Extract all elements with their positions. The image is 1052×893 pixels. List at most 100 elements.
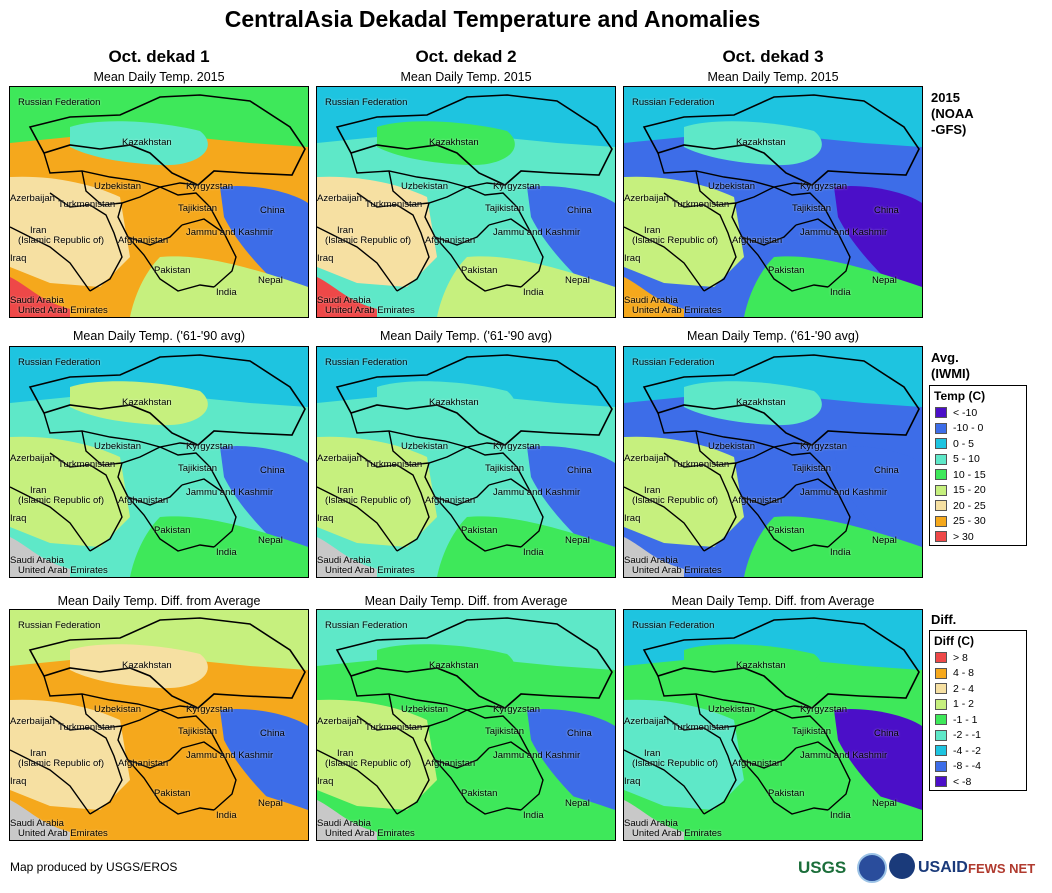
map-label: Azerbaijan <box>624 193 669 204</box>
map-label: Turkmenistan <box>672 459 730 470</box>
legend-item: 20 - 25 <box>930 498 1026 514</box>
legend-label: > 8 <box>953 651 968 664</box>
map-label: Kazakhstan <box>736 660 786 671</box>
map-label: United Arab Emirates <box>325 305 415 316</box>
map-label: Nepal <box>872 535 897 546</box>
map-label: (Islamic Republic of) <box>18 235 105 246</box>
map-label: Iran <box>337 485 354 496</box>
map-label: Turkmenistan <box>58 459 116 470</box>
map-label: Kyrgyzstan <box>800 441 847 452</box>
map-label: United Arab Emirates <box>632 305 722 316</box>
map-label: Nepal <box>872 798 897 809</box>
map-label: Uzbekistan <box>708 441 755 452</box>
map-image <box>624 347 922 577</box>
map-label: Tajikistan <box>792 726 832 737</box>
legend-item: 15 - 20 <box>930 483 1026 499</box>
legend-item: 4 - 8 <box>930 666 1026 682</box>
map-label: Iran <box>644 225 661 236</box>
map-label: Afghanistan <box>425 758 476 769</box>
map-label: Jammu and Kashmir <box>186 750 274 761</box>
legend-item: 1 - 2 <box>930 697 1026 713</box>
map-label: Russian Federation <box>18 620 101 631</box>
map-label: Kazakhstan <box>736 397 786 408</box>
panel-title: Mean Daily Temp. Diff. from Average <box>671 594 875 608</box>
legend-item: 2 - 4 <box>930 681 1026 697</box>
map-label: Saudi Arabia <box>317 555 371 566</box>
legend-label: 20 - 25 <box>953 499 986 512</box>
map-label: Uzbekistan <box>94 704 141 715</box>
map-label: Uzbekistan <box>708 704 755 715</box>
map-label: United Arab Emirates <box>632 828 722 839</box>
map-label: Kyrgyzstan <box>186 704 233 715</box>
map-label: China <box>874 205 899 216</box>
map-label: Nepal <box>565 535 590 546</box>
map-label: Russian Federation <box>632 620 715 631</box>
map-label: Tajikistan <box>485 203 525 214</box>
map-label: India <box>830 287 851 298</box>
map-label: Tajikistan <box>792 203 832 214</box>
map-label: Uzbekistan <box>708 181 755 192</box>
map-label: Uzbekistan <box>94 181 141 192</box>
legend-label: 4 - 8 <box>953 667 975 680</box>
map-label: Kyrgyzstan <box>800 704 847 715</box>
legend-swatch <box>935 500 947 512</box>
map-label: China <box>260 465 285 476</box>
difference-legend: Diff (C) > 8 4 - 8 2 - 4 1 - 2 -1 - 1 -2 - -1 -… <box>929 630 1027 791</box>
map-label: Nepal <box>258 798 283 809</box>
map-label: Azerbaijan <box>317 453 362 464</box>
legend-swatch <box>935 422 947 434</box>
map-label: United Arab Emirates <box>18 565 108 576</box>
map-label: Turkmenistan <box>365 199 423 210</box>
map-label: Azerbaijan <box>10 193 55 204</box>
map-label: Saudi Arabia <box>317 295 371 306</box>
map-label: Saudi Arabia <box>624 818 678 829</box>
map-label: Iran <box>30 225 47 236</box>
map-label: Iraq <box>10 513 27 524</box>
legend-label: 1 - 2 <box>953 698 975 711</box>
map-label: China <box>874 465 899 476</box>
map-label: Afghanistan <box>732 758 783 769</box>
legend-item: 0 - 5 <box>930 436 1026 452</box>
map-label: India <box>216 287 237 298</box>
map-label: Uzbekistan <box>401 704 448 715</box>
map-label: Nepal <box>565 275 590 286</box>
row-label-avg: Avg. (IWMI) <box>931 350 970 381</box>
usaid-seal-icon <box>889 853 915 879</box>
panel-title: Mean Daily Temp. 2015 <box>707 70 839 84</box>
map-label: Iraq <box>624 776 641 787</box>
map-label: Iraq <box>317 776 334 787</box>
map-label: Turkmenistan <box>58 722 116 733</box>
map-label: Russian Federation <box>632 357 715 368</box>
map-image <box>317 347 615 577</box>
map-label: (Islamic Republic of) <box>632 758 719 769</box>
map-label: Kazakhstan <box>122 660 172 671</box>
map-label: Pakistan <box>461 265 498 276</box>
legend-swatch <box>935 698 947 710</box>
map-label: Jammu and Kashmir <box>493 750 581 761</box>
map-label: China <box>567 728 592 739</box>
map-label: United Arab Emirates <box>632 565 722 576</box>
map-label: Iran <box>644 485 661 496</box>
map-label: Turkmenistan <box>58 199 116 210</box>
legend-swatch <box>935 729 947 741</box>
legend-item: -10 - 0 <box>930 421 1026 437</box>
legend-label: 10 - 15 <box>953 468 986 481</box>
map-label: Pakistan <box>768 265 805 276</box>
map-label: Afghanistan <box>425 235 476 246</box>
map-label: Pakistan <box>154 265 191 276</box>
legend-label: -2 - -1 <box>953 729 982 742</box>
map-label: Jammu and Kashmir <box>493 487 581 498</box>
map-label: Pakistan <box>768 788 805 799</box>
map-label: (Islamic Republic of) <box>632 235 719 246</box>
map-label: Kazakhstan <box>122 397 172 408</box>
map-label: Tajikistan <box>792 463 832 474</box>
legend-label: -8 - -4 <box>953 760 982 773</box>
map-image <box>10 87 308 317</box>
map-label: (Islamic Republic of) <box>325 495 412 506</box>
map-label: Pakistan <box>154 788 191 799</box>
legend-swatch <box>935 760 947 772</box>
map-image <box>10 610 308 840</box>
map-label: Pakistan <box>154 525 191 536</box>
footer-credit: Map produced by USGS/EROS <box>10 860 178 874</box>
map-label: Turkmenistan <box>365 459 423 470</box>
